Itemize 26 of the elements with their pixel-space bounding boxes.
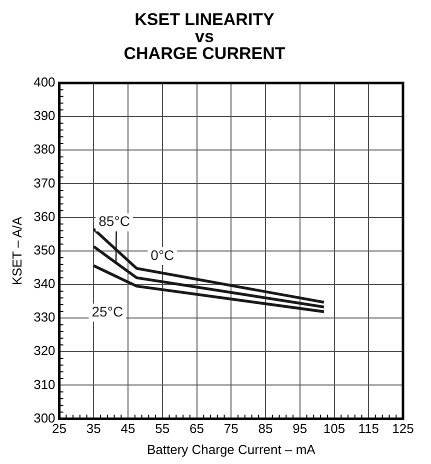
y-tick-label: 390 — [34, 108, 56, 124]
y-tick-label: 310 — [34, 376, 56, 392]
y-tick-label: 380 — [34, 142, 56, 157]
series-label: 0°C — [150, 246, 174, 263]
x-tick-label: 55 — [155, 421, 170, 436]
y-tick-label: 400 — [34, 74, 56, 90]
y-tick-label: 330 — [34, 310, 56, 325]
chart-title: KSET LINEARITY vs CHARGE CURRENT — [124, 10, 286, 64]
y-tick-label: 320 — [34, 343, 56, 358]
y-tick-label: 340 — [34, 276, 56, 292]
x-tick-label: 35 — [86, 421, 101, 436]
x-tick-label: 105 — [323, 421, 346, 436]
x-tick-label: 65 — [190, 421, 204, 436]
x-axis-title: Battery Charge Current – mA — [146, 442, 316, 457]
y-tick-label: 350 — [34, 242, 56, 258]
x-tick-label: 45 — [120, 421, 136, 436]
series-label: 85°C — [98, 213, 130, 230]
y-tick-label: 370 — [34, 175, 56, 190]
x-tick-label: 115 — [358, 421, 379, 436]
y-tick-label: 360 — [34, 208, 56, 224]
x-tick-label: 85 — [258, 421, 273, 436]
series-label: 25°C — [92, 304, 124, 320]
x-tick-label: 95 — [292, 421, 308, 436]
x-tick-label: 75 — [224, 421, 238, 436]
y-axis-title: KSET – A/A — [9, 216, 24, 286]
x-tick-label: 125 — [392, 421, 414, 436]
